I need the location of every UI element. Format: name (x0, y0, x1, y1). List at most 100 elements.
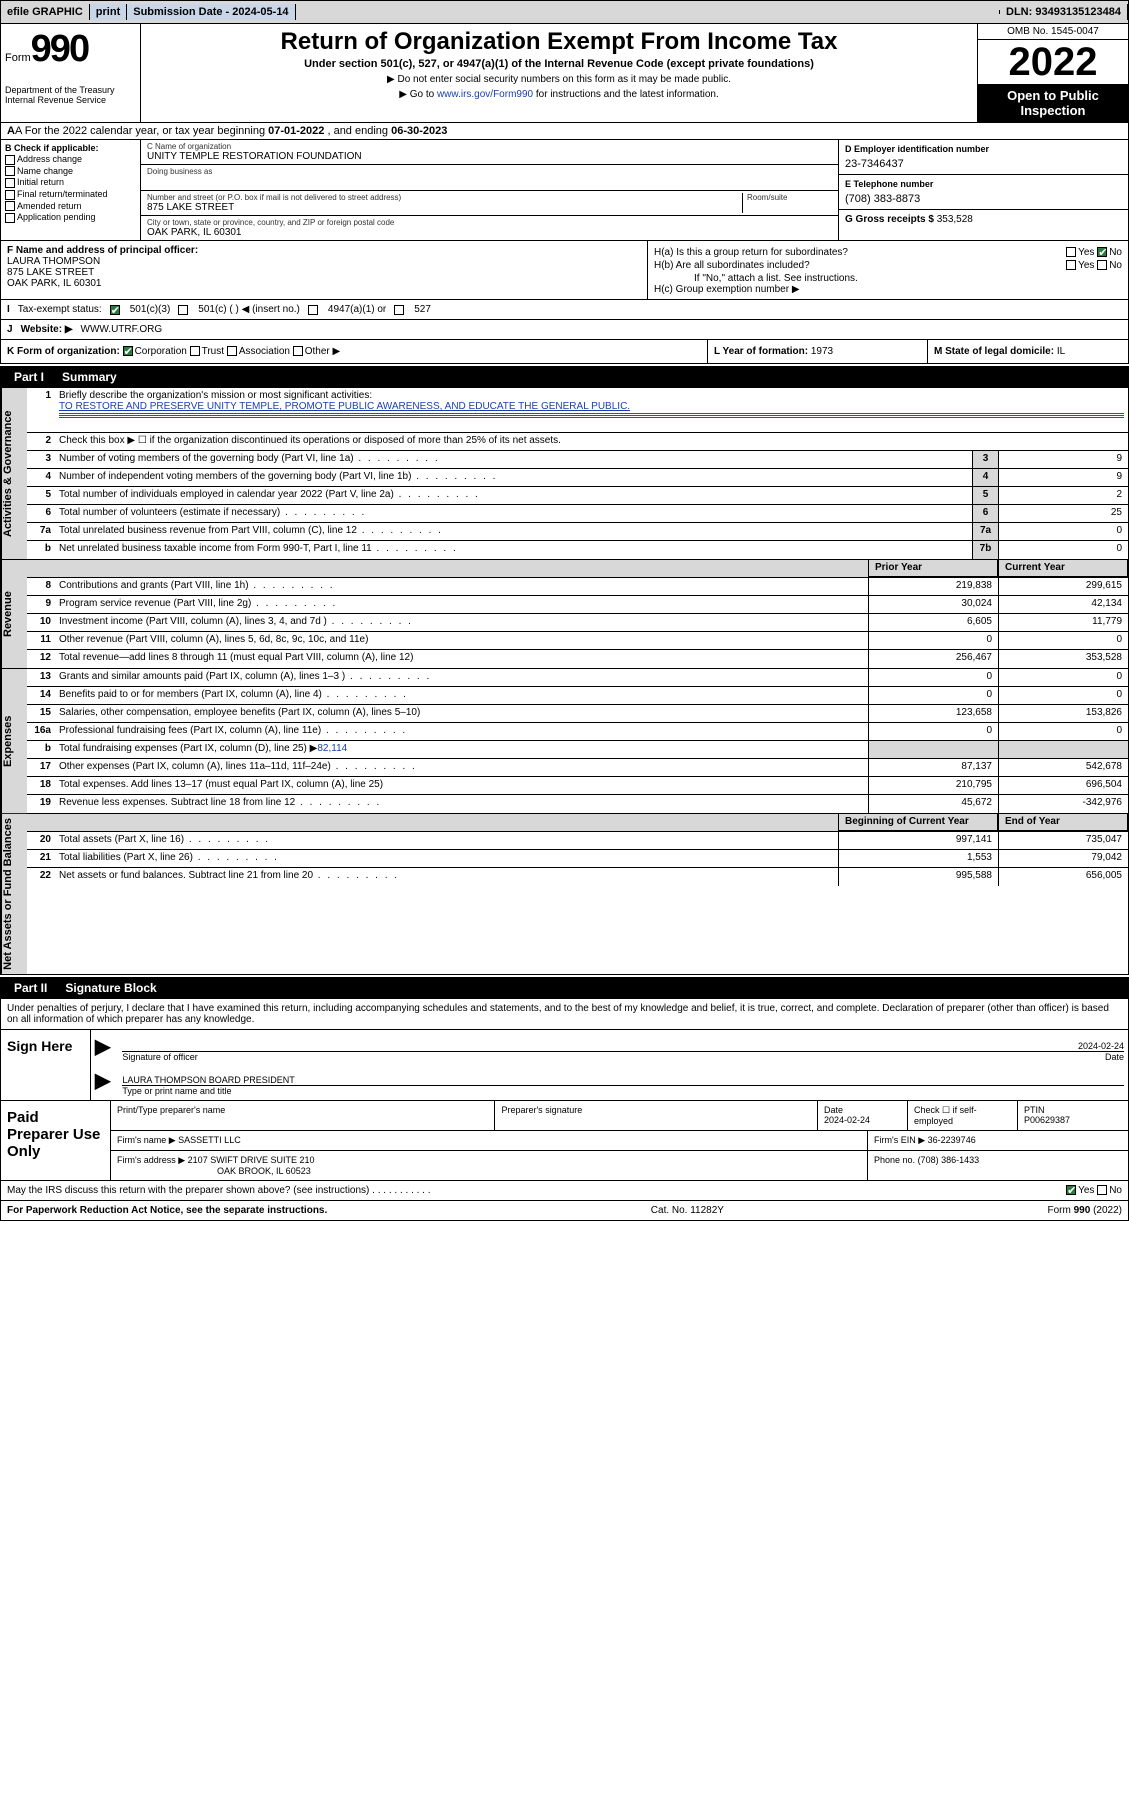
cb-address-change[interactable] (5, 155, 15, 165)
row-17: 17Other expenses (Part IX, column (A), l… (27, 759, 1128, 777)
dba-label: Doing business as (147, 167, 832, 176)
row-18: 18Total expenses. Add lines 13–17 (must … (27, 777, 1128, 795)
form-number: Form990 (5, 28, 136, 71)
cb-527[interactable] (394, 305, 404, 315)
cb-final-return[interactable] (5, 190, 15, 200)
row-22: 22Net assets or fund balances. Subtract … (27, 868, 1128, 886)
section-d-ein: D Employer identification number 23-7346… (839, 140, 1128, 175)
row-21: 21Total liabilities (Part X, line 26)1,5… (27, 850, 1128, 868)
section-h-group: H(a) Is this a group return for subordin… (648, 241, 1128, 299)
submission-date-button[interactable]: Submission Date - 2024-05-14 (127, 4, 295, 20)
cb-4947[interactable] (308, 305, 318, 315)
ssn-warning: ▶ Do not enter social security numbers o… (149, 74, 969, 85)
sidetab-revenue: Revenue (1, 560, 27, 668)
row-6: 6Total number of volunteers (estimate if… (27, 505, 1128, 523)
row-7b: bNet unrelated business taxable income f… (27, 541, 1128, 559)
sign-arrow-icon: ▶ (95, 1068, 110, 1096)
cb-other[interactable] (293, 346, 303, 356)
cb-discuss-no[interactable] (1097, 1185, 1107, 1195)
preparer-self-employed: Check ☐ if self-employed (908, 1101, 1018, 1130)
row-19: 19Revenue less expenses. Subtract line 1… (27, 795, 1128, 813)
cb-amended-return[interactable] (5, 201, 15, 211)
paid-preparer-block: Paid Preparer Use Only Print/Type prepar… (0, 1101, 1129, 1181)
cb-ha-yes[interactable] (1066, 247, 1076, 257)
officer-name: LAURA THOMPSON BOARD PRESIDENT (122, 1075, 294, 1085)
print-button[interactable]: print (90, 4, 127, 20)
goto-link-row: ▶ Go to www.irs.gov/Form990 for instruct… (149, 89, 969, 100)
row-5: 5Total number of individuals employed in… (27, 487, 1128, 505)
row-8: 8Contributions and grants (Part VIII, li… (27, 578, 1128, 596)
preparer-ptin: PTINP00629387 (1018, 1101, 1128, 1130)
cb-association[interactable] (227, 346, 237, 356)
cb-ha-no[interactable] (1097, 247, 1107, 257)
cb-501c[interactable] (178, 305, 188, 315)
tax-year: 2022 (978, 40, 1128, 84)
row-13: 13Grants and similar amounts paid (Part … (27, 669, 1128, 687)
section-e-phone: E Telephone number (708) 383-8873 (839, 175, 1128, 210)
cb-trust[interactable] (190, 346, 200, 356)
preparer-name-label: Print/Type preparer's name (111, 1101, 495, 1130)
row-7a: 7aTotal unrelated business revenue from … (27, 523, 1128, 541)
sidetab-net-assets: Net Assets or Fund Balances (1, 814, 27, 974)
cb-application-pending[interactable] (5, 213, 15, 223)
page-footer: For Paperwork Reduction Act Notice, see … (0, 1201, 1129, 1221)
row-2-discontinued: 2Check this box ▶ ☐ if the organization … (27, 433, 1128, 451)
row-4: 4Number of independent voting members of… (27, 469, 1128, 487)
row-rev-header: Prior YearCurrent Year (27, 560, 1128, 578)
row-12: 12Total revenue—add lines 8 through 11 (… (27, 650, 1128, 668)
room-label: Room/suite (747, 193, 832, 202)
section-k-form-org: K Form of organization: Corporation Trus… (1, 340, 708, 363)
org-name-label: C Name of organization (147, 142, 832, 151)
sign-here-block: Sign Here ▶ 2024-02-24 Signature of offi… (0, 1030, 1129, 1101)
row-3: 3Number of voting members of the governi… (27, 451, 1128, 469)
cb-corporation[interactable] (123, 346, 133, 356)
irs-link[interactable]: www.irs.gov/Form990 (437, 89, 533, 100)
form-title: Return of Organization Exempt From Incom… (149, 28, 969, 56)
section-j-website: J Website: ▶ WWW.UTRF.ORG (0, 320, 1129, 340)
open-to-public: Open to Public Inspection (978, 84, 1128, 122)
cb-discuss-yes[interactable] (1066, 1185, 1076, 1195)
row-14: 14Benefits paid to or for members (Part … (27, 687, 1128, 705)
sidetab-expenses: Expenses (1, 669, 27, 813)
row-11: 11Other revenue (Part VIII, column (A), … (27, 632, 1128, 650)
section-g-gross-receipts: G Gross receipts $ 353,528 (839, 210, 1128, 240)
discuss-with-preparer: May the IRS discuss this return with the… (0, 1181, 1129, 1201)
firm-ein: Firm's EIN ▶ 36-2239746 (868, 1131, 1128, 1150)
section-i-tax-status: I Tax-exempt status: 501(c)(3) 501(c) ( … (0, 300, 1129, 320)
street-value: 875 LAKE STREET (147, 202, 742, 213)
firm-name: Firm's name ▶ SASSETTI LLC (111, 1131, 868, 1150)
section-c-org-info: C Name of organization UNITY TEMPLE REST… (141, 140, 838, 240)
dln-label: DLN: 93493135123484 (1000, 4, 1128, 20)
section-l-year: L Year of formation: 1973 (708, 340, 928, 363)
cb-hb-yes[interactable] (1066, 260, 1076, 270)
cb-initial-return[interactable] (5, 178, 15, 188)
row-16b: bTotal fundraising expenses (Part IX, co… (27, 741, 1128, 759)
section-m-domicile: M State of legal domicile: IL (928, 340, 1128, 363)
row-16a: 16aProfessional fundraising fees (Part I… (27, 723, 1128, 741)
form-subtitle: Under section 501(c), 527, or 4947(a)(1)… (149, 58, 969, 70)
cb-501c3[interactable] (110, 305, 120, 315)
preparer-sig-label: Preparer's signature (495, 1101, 818, 1130)
part1-header: Part ISummary (0, 366, 1129, 388)
section-b-checkboxes: B Check if applicable: Address change Na… (1, 140, 141, 240)
sidetab-governance: Activities & Governance (1, 388, 27, 559)
section-a-tax-year: AA For the 2022 calendar year, or tax ye… (0, 123, 1129, 140)
row-20: 20Total assets (Part X, line 16)997,1417… (27, 832, 1128, 850)
city-label: City or town, state or province, country… (147, 218, 832, 227)
row-net-header: Beginning of Current YearEnd of Year (27, 814, 1128, 832)
cb-name-change[interactable] (5, 166, 15, 176)
row-9: 9Program service revenue (Part VIII, lin… (27, 596, 1128, 614)
dept-treasury: Department of the Treasury Internal Reve… (5, 85, 136, 105)
omb-number: OMB No. 1545-0047 (978, 24, 1128, 40)
part2-header: Part IISignature Block (0, 977, 1129, 999)
cb-hb-no[interactable] (1097, 260, 1107, 270)
street-label: Number and street (or P.O. box if mail i… (147, 193, 742, 202)
preparer-date: Date2024-02-24 (818, 1101, 908, 1130)
form-header: Form990 Department of the Treasury Inter… (0, 24, 1129, 123)
topbar: efile GRAPHIC print Submission Date - 20… (0, 0, 1129, 24)
row-10: 10Investment income (Part VIII, column (… (27, 614, 1128, 632)
firm-phone: Phone no. (708) 386-1433 (868, 1151, 1128, 1180)
org-name: UNITY TEMPLE RESTORATION FOUNDATION (147, 151, 832, 162)
row-15: 15Salaries, other compensation, employee… (27, 705, 1128, 723)
firm-address: Firm's address ▶ 2107 SWIFT DRIVE SUITE … (111, 1151, 868, 1180)
